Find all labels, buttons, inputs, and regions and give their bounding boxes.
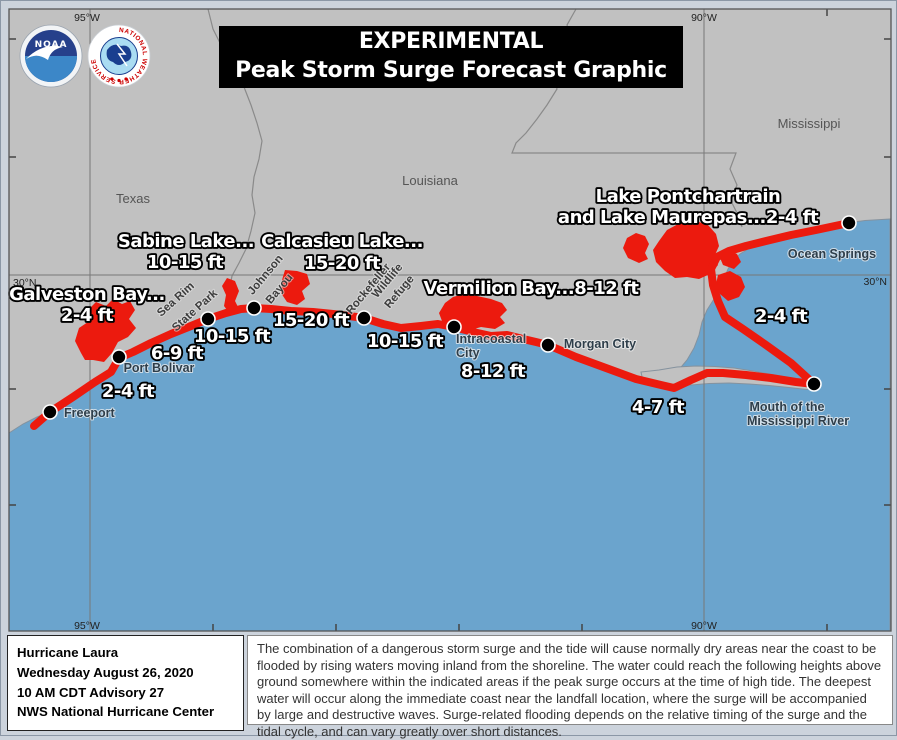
surge-map: Texas Louisiana Mississippi Sea Rim Stat… [7,8,892,632]
surge-area-lake-maurepas [623,233,649,263]
title-line-1: EXPERIMENTAL [358,29,544,55]
surge-label-galveston-2: 2-4 ft [61,305,114,326]
surge-segment-label-5: 8-12 ft [461,361,526,382]
noaa-logo-text: NOAA [35,40,68,50]
disclaimer-text: The combination of a dangerous storm sur… [257,641,882,739]
surge-label-vermilion: Vermilion Bay...8-12 ft [424,278,640,299]
surge-extent-line [30,219,853,430]
dot-morgan-city [540,337,556,353]
dot-port-bolivar [111,349,127,365]
noaa-logo-icon: NOAA [19,24,83,88]
surge-area-sabine-lake [222,278,239,314]
grat-label-30n-right: 30°N [864,276,887,288]
place-label-port-bolivar: Port Bolivar [124,361,195,375]
surge-segment-label-7: 2-4 ft [755,306,808,327]
grat-label-30n-left: 30°N [13,277,36,289]
grat-label-95w-top: 95°W [74,12,100,24]
surge-label-galveston-1: Galveston Bay... [9,284,165,305]
place-label-morgan-city: Morgan City [564,337,636,351]
surge-segment-label-1: 6-9 ft [151,343,204,364]
place-label-mouth-1: Mouth of the [750,400,825,414]
advisory-info-box: Hurricane Laura Wednesday August 26, 202… [7,635,244,731]
place-label-intracoastal: Intracoastal [456,332,526,346]
dot-mouth-mississippi [806,376,822,392]
advisory-date: Wednesday August 26, 2020 [17,664,194,680]
state-label-mississippi: Mississippi [778,116,841,131]
dot-sea-rim [200,311,216,327]
dot-johnson-bayou [246,300,262,316]
surge-segment-label-2: 10-15 ft [194,326,271,347]
grat-label-90w-top: 90°W [691,12,717,24]
surge-segment-label-3: 15-20 ft [273,310,350,331]
surge-label-pontchartrain-2: and Lake Maurepas...2-4 ft [558,207,819,228]
issuing-center: NWS National Hurricane Center [17,704,215,720]
nws-logo-icon: NATIONAL WEATHER SERVICE [87,24,151,88]
grat-label-90w-bottom: 90°W [691,620,717,632]
surge-segment-label-0: 2-4 ft [102,381,155,402]
location-dots [42,215,857,420]
surge-label-sabine-2: 10-15 ft [147,252,224,273]
surge-area-calcasieu-lake [281,270,310,305]
graticule-ticks [9,9,891,631]
place-label-intracoastal-city: City [456,346,480,360]
surge-segment-label-4: 10-15 ft [367,331,444,352]
place-label-mouth-2: Mississippi River [747,414,849,428]
dot-rockefeller [356,310,372,326]
surge-label-pontchartrain-1: Lake Pontchartrain [596,186,781,207]
state-label-texas: Texas [116,191,150,206]
advisory-number: 10 AM CDT Advisory 27 [17,684,165,700]
disclaimer-box: The combination of a dangerous storm sur… [247,635,893,739]
map-frame [8,8,892,632]
title-line-2: Peak Storm Surge Forecast Graphic [235,58,667,83]
surge-label-calcasieu-2: 15-20 ft [304,253,381,274]
surge-label-sabine-1: Sabine Lake... [118,231,254,252]
dot-freeport [42,404,58,420]
surge-area-lake-pontchartrain [653,221,719,279]
grat-label-95w-bottom: 95°W [74,620,100,632]
dot-intracoastal-city [446,319,462,335]
surge-area-galveston-bay [75,299,136,362]
surge-area-borgne [716,271,745,301]
place-label-freeport: Freeport [64,406,116,420]
state-label-louisiana: Louisiana [402,173,458,188]
storm-name: Hurricane Laura [17,645,119,660]
title-banner: EXPERIMENTAL Peak Storm Surge Forecast G… [219,26,683,88]
surge-label-calcasieu-1: Calcasieu Lake... [261,231,423,252]
place-label-ocean-springs: Ocean Springs [788,247,876,261]
dot-ocean-springs [841,215,857,231]
surge-segment-label-6: 4-7 ft [632,397,685,418]
